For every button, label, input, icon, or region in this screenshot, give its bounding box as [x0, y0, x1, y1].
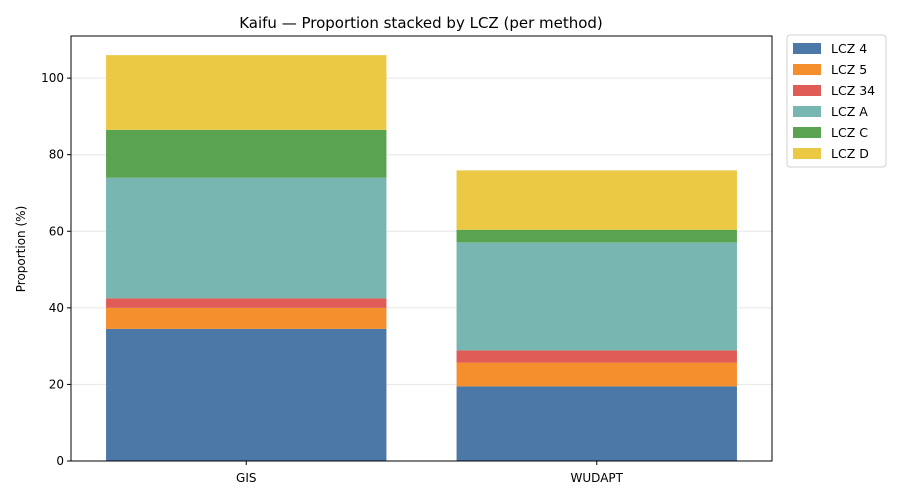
bar-segment — [456, 242, 737, 351]
y-tick-label: 40 — [49, 301, 64, 315]
y-tick-label: 60 — [49, 224, 64, 238]
bar-segment — [106, 177, 387, 299]
bar-segment — [456, 350, 737, 363]
x-axis: GIS WUDAPT — [236, 461, 624, 485]
legend-label: LCZ C — [831, 125, 868, 140]
legend-swatch — [793, 106, 821, 117]
bar-segment — [106, 129, 387, 178]
y-tick-label: 20 — [49, 377, 64, 391]
x-tick-label: GIS — [236, 471, 256, 485]
legend-label: LCZ A — [831, 104, 868, 119]
y-tick-label: 0 — [56, 454, 64, 468]
bar-segment — [456, 386, 737, 461]
bar-segment — [456, 170, 737, 230]
y-tick-label: 100 — [41, 71, 64, 85]
legend-label: LCZ 4 — [831, 41, 867, 56]
legend-swatch — [793, 85, 821, 96]
legend-swatch — [793, 43, 821, 54]
bar-segment — [106, 307, 387, 329]
legend-label: LCZ 34 — [831, 83, 875, 98]
bar-segment — [106, 55, 387, 130]
legend: LCZ 4 LCZ 5 LCZ 34 LCZ A LCZ C LCZ D — [786, 34, 887, 168]
bar-segment — [106, 298, 387, 308]
bar-segment — [106, 328, 387, 461]
chart-title: Kaifu — Proportion stacked by LCZ (per m… — [239, 14, 603, 32]
legend-swatch — [793, 148, 821, 159]
bar-segment — [456, 229, 737, 243]
y-tick-label: 80 — [49, 148, 64, 162]
legend-swatch — [793, 127, 821, 138]
legend-label: LCZ D — [831, 146, 869, 161]
y-axis: 0 20 40 60 80 100 — [41, 71, 71, 468]
legend-swatch — [793, 64, 821, 75]
bars — [106, 55, 737, 461]
x-tick-label: WUDAPT — [571, 471, 624, 485]
plot-frame — [70, 35, 773, 462]
bar-segment — [456, 362, 737, 387]
y-axis-label: Proportion (%) — [14, 206, 28, 293]
legend-label: LCZ 5 — [831, 62, 867, 77]
